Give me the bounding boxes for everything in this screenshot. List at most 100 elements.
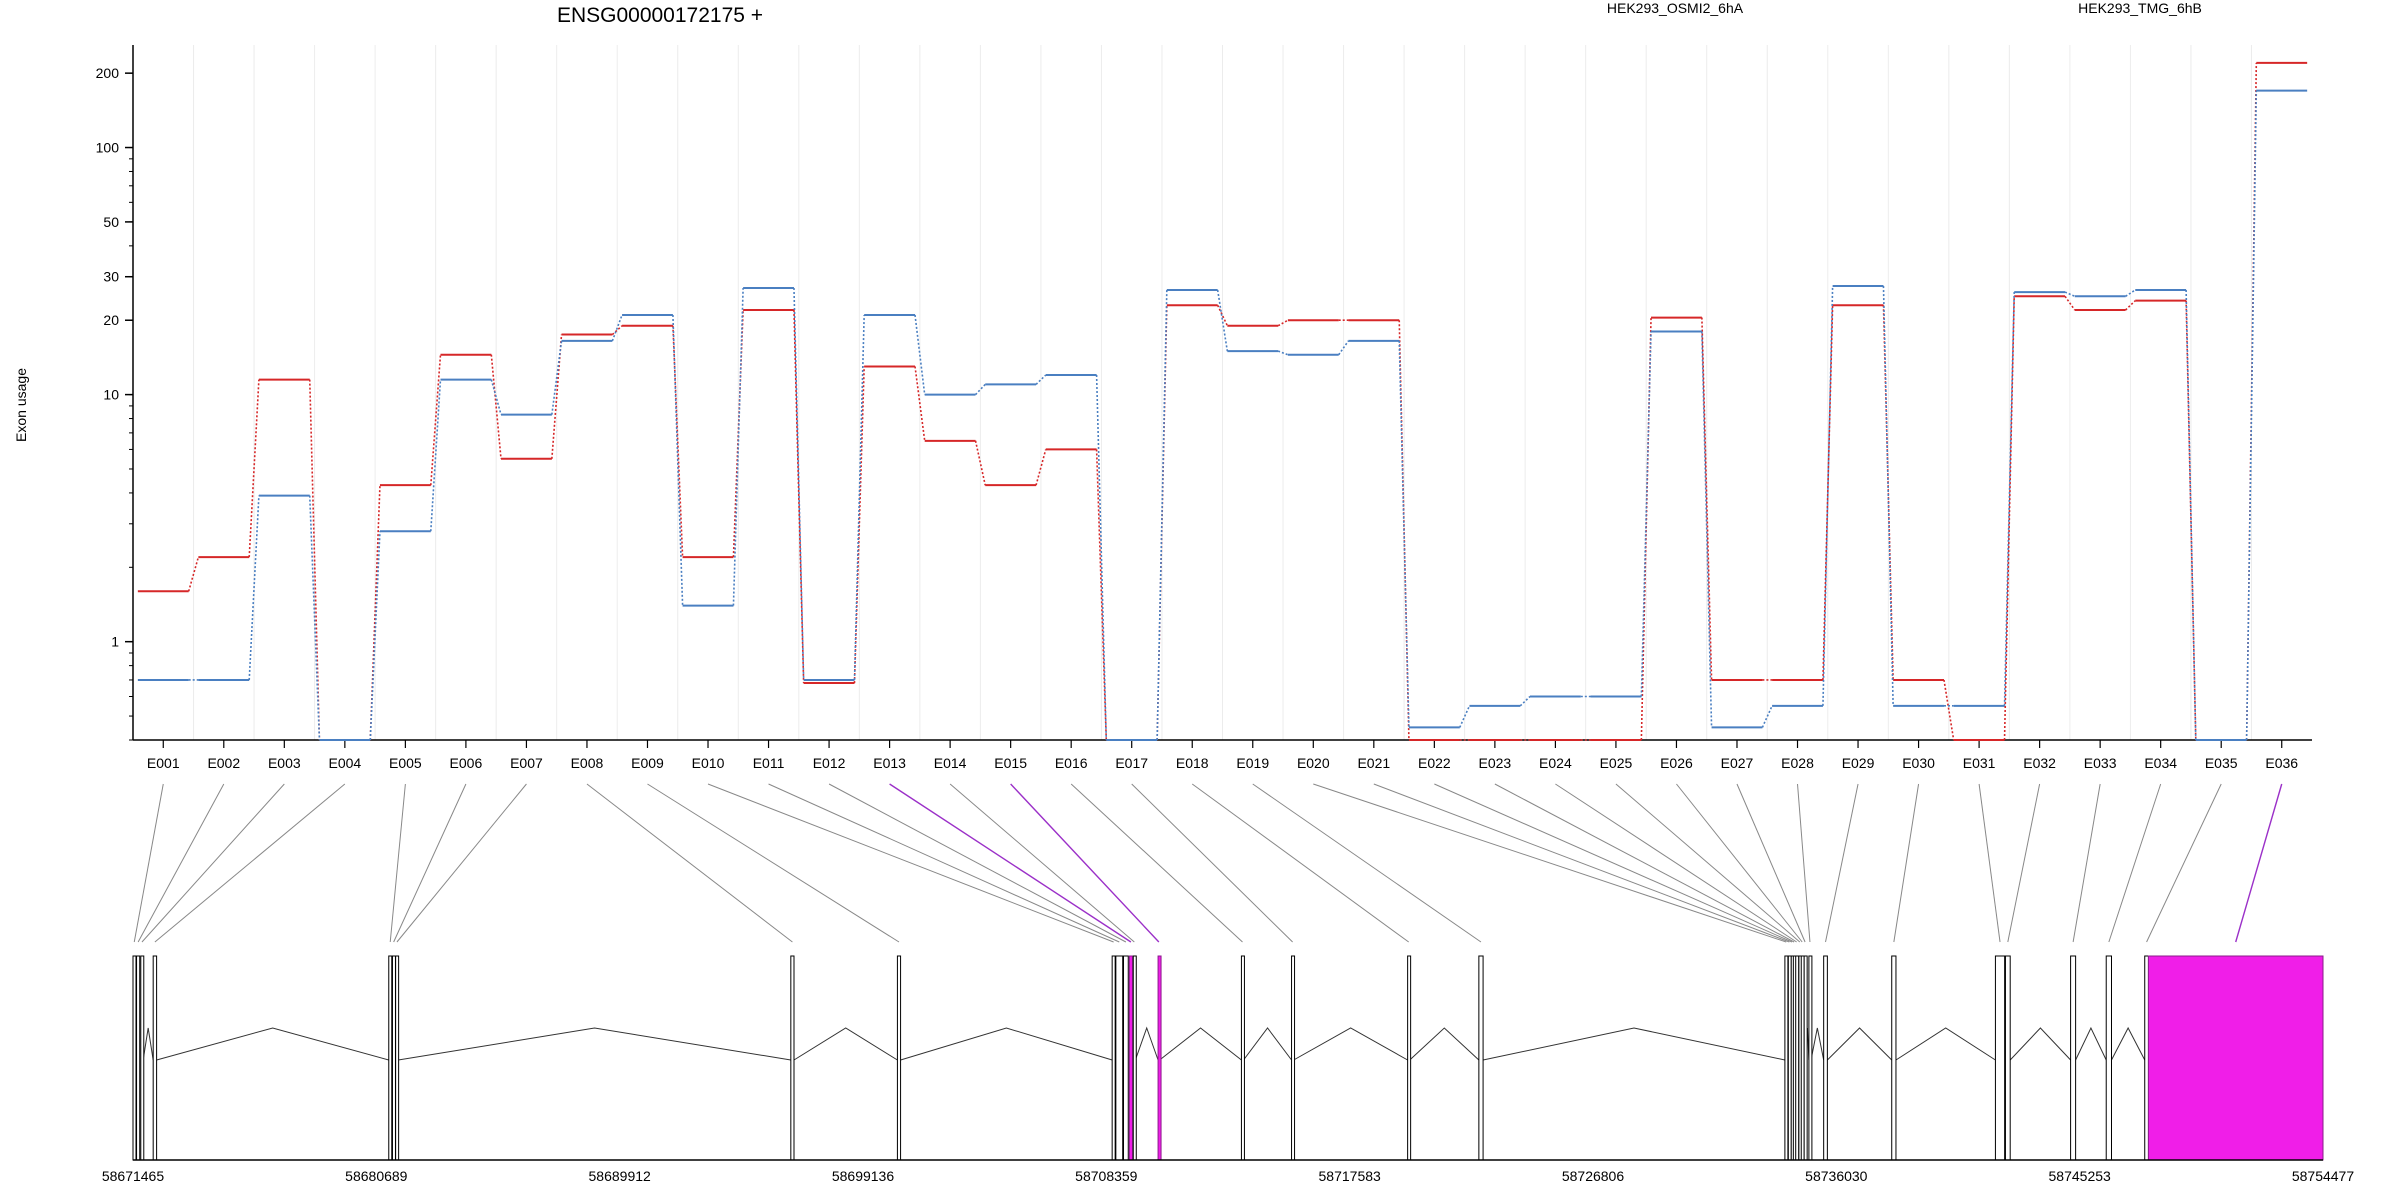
series-1-connector — [2003, 296, 2016, 741]
gene-model — [132, 955, 2324, 1161]
x-tick-label-e036: E036 — [2265, 755, 2298, 771]
genome-tick-label: 58736030 — [1805, 1168, 1868, 1184]
series-2-connector — [2003, 292, 2016, 706]
exon-e008 — [790, 955, 795, 1161]
x-tick-label-e020: E020 — [1297, 755, 1330, 771]
exon-e005 — [388, 955, 393, 1161]
series-1-connector — [1095, 449, 1108, 741]
exon-e010 — [1111, 955, 1116, 1161]
intron-28 — [1810, 1027, 1825, 1061]
connector-e025 — [1615, 783, 1801, 943]
genomic-axis: 58671465 58680689 58689912 58699136 58708359… — [102, 1159, 2354, 1184]
exon-e020 — [1784, 955, 1789, 1161]
x-tick-label-e012: E012 — [813, 755, 846, 771]
series-1-connector — [974, 440, 987, 486]
connector-e010 — [707, 783, 1114, 943]
intron-4 — [156, 1027, 389, 1061]
x-tick-label-e015: E015 — [994, 755, 1027, 771]
connector-e005 — [389, 783, 406, 943]
intron-8 — [793, 1027, 898, 1061]
series-2-connector — [1701, 331, 1713, 728]
genome-tick-label: 58699136 — [832, 1168, 895, 1184]
exon-e019 — [1478, 955, 1484, 1161]
exon-e028 — [1808, 955, 1813, 1161]
series-1-connector — [248, 379, 260, 558]
connector-e031 — [1978, 783, 2001, 943]
y-tick-label: 10 — [103, 387, 119, 403]
genome-tick-label: 58680689 — [345, 1168, 408, 1184]
exon-e003 — [140, 955, 145, 1161]
connector-e007 — [396, 783, 527, 943]
exon-e036 — [2147, 955, 2324, 1161]
x-tick-label-e016: E016 — [1055, 755, 1088, 771]
x-tick-label-e024: E024 — [1539, 755, 1572, 771]
exon-connectors — [133, 783, 2283, 943]
x-tick-label-e014: E014 — [934, 755, 967, 771]
connector-e009 — [647, 783, 900, 943]
series-2-connector — [308, 495, 321, 741]
x-tick-label-e011: E011 — [753, 755, 785, 771]
intron-19 — [1482, 1027, 1785, 1061]
connector-e034 — [2108, 783, 2162, 943]
exon-e035 — [2144, 955, 2149, 1161]
y-tick-label: 1 — [111, 634, 119, 650]
exon-e016 — [1240, 955, 1245, 1161]
x-tick-label-e010: E010 — [692, 755, 725, 771]
intron-16 — [1243, 1027, 1292, 1061]
series-2-connector — [369, 531, 381, 741]
x-tick-label-e029: E029 — [1842, 755, 1875, 771]
series-1-connector — [2185, 300, 2197, 741]
exon-e001 — [132, 955, 137, 1161]
x-tick-label-e017: E017 — [1115, 755, 1148, 771]
connector-e022 — [1434, 783, 1793, 943]
connector-e002 — [137, 783, 225, 943]
intron-34 — [2111, 1026, 2146, 1061]
series-2-connector — [1822, 286, 1834, 706]
connector-e015 — [1010, 783, 1160, 943]
exon-e030 — [1891, 955, 1897, 1161]
series-2-connector — [429, 379, 442, 532]
connector-e033 — [2072, 783, 2101, 943]
exon-e024 — [1795, 955, 1800, 1161]
intron-17 — [1293, 1027, 1408, 1061]
connector-e016 — [1070, 783, 1243, 943]
connector-e018 — [1191, 783, 1409, 943]
intron-30 — [1895, 1027, 1996, 1061]
connector-e030 — [1893, 783, 1920, 943]
series-2-connector — [1277, 350, 1289, 356]
legend-series-osmi2: HEK293_OSMI2_6hA — [1607, 0, 1744, 16]
exon-e034 — [2105, 955, 2112, 1161]
connector-e017 — [1131, 783, 1293, 943]
series-2-connector — [1640, 331, 1652, 697]
connector-e011 — [768, 783, 1120, 943]
intron-7 — [398, 1027, 791, 1061]
x-tick-label-e034: E034 — [2144, 755, 2177, 771]
series-1-connector — [551, 334, 563, 459]
intron-9 — [900, 1027, 1113, 1061]
series-1-connector — [187, 556, 200, 592]
exon-e015 — [1157, 955, 1162, 1161]
exon-e007 — [395, 955, 400, 1161]
series-1-connector — [1277, 319, 1289, 327]
series-2-connector — [1338, 340, 1350, 356]
genome-tick-label: 58717583 — [1319, 1168, 1382, 1184]
series-2-connector — [1398, 340, 1410, 728]
y-tick-label: 20 — [103, 312, 119, 328]
connector-e008 — [586, 783, 793, 943]
connector-e003 — [141, 783, 285, 943]
x-tick-label-e033: E033 — [2084, 755, 2117, 771]
series-1-connector — [1701, 317, 1713, 680]
exon-e009 — [896, 955, 902, 1161]
connector-e026 — [1676, 783, 1803, 943]
connector-e014 — [949, 783, 1135, 943]
series-2-connector — [2125, 289, 2136, 297]
series-1-connector — [490, 354, 502, 459]
connector-e023 — [1494, 783, 1795, 943]
y-tick-label: 200 — [96, 65, 120, 81]
intron-32 — [2009, 1027, 2071, 1061]
connector-e004 — [154, 783, 346, 943]
intron-29 — [1827, 1027, 1893, 1061]
connector-e021 — [1373, 783, 1790, 943]
series-2-connector — [672, 314, 684, 606]
